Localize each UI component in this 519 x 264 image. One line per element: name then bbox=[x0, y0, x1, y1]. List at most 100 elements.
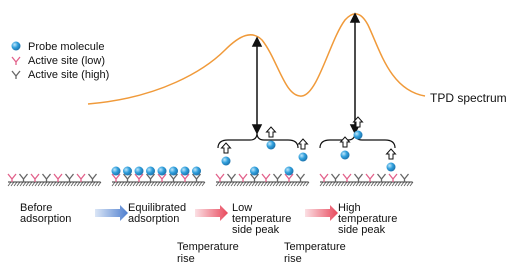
site-low bbox=[366, 174, 374, 182]
surface-hatch bbox=[169, 182, 172, 186]
surface-hatch bbox=[371, 182, 374, 186]
surface-hatch bbox=[410, 182, 413, 186]
surface-hatch bbox=[338, 182, 341, 186]
site-low bbox=[77, 174, 85, 182]
surface-hatch bbox=[329, 182, 332, 186]
surface-hatch bbox=[136, 182, 139, 186]
surface-hatch bbox=[407, 182, 410, 186]
probe-molecule bbox=[387, 163, 396, 172]
label: Temperature bbox=[177, 241, 239, 253]
surface-hatch bbox=[35, 182, 38, 186]
surface-hatch bbox=[145, 182, 148, 186]
legend-high: Active site (high) bbox=[28, 69, 109, 81]
surface-hatch bbox=[74, 182, 77, 186]
site-high bbox=[401, 174, 409, 182]
probe-molecule bbox=[285, 167, 294, 176]
surface-hatch bbox=[264, 182, 267, 186]
surface-hatch bbox=[356, 182, 359, 186]
surface-hatch bbox=[300, 182, 303, 186]
site-high bbox=[43, 174, 51, 182]
surface-hatch bbox=[29, 182, 32, 186]
surface-hatch bbox=[130, 182, 133, 186]
probe-molecule bbox=[169, 167, 178, 176]
desorb-arrow bbox=[267, 127, 276, 137]
surface-hatch bbox=[225, 182, 228, 186]
surface-hatch bbox=[288, 182, 291, 186]
surface-hatch bbox=[392, 182, 395, 186]
surface-hatch bbox=[175, 182, 178, 186]
surface-hatch bbox=[71, 182, 74, 186]
surface-hatch bbox=[8, 182, 11, 186]
surface-hatch bbox=[50, 182, 53, 186]
surface-hatch bbox=[261, 182, 264, 186]
surface-hatch bbox=[92, 182, 95, 186]
site-low bbox=[8, 174, 16, 182]
surface-hatch bbox=[234, 182, 237, 186]
surface-hatch bbox=[199, 182, 202, 186]
surface-hatch bbox=[359, 182, 362, 186]
surface-hatch bbox=[222, 182, 225, 186]
site-high bbox=[228, 174, 236, 182]
surface-hatch bbox=[112, 182, 115, 186]
surface-hatch bbox=[163, 182, 166, 186]
surface-hatch bbox=[14, 182, 17, 186]
surface-hatch bbox=[276, 182, 279, 186]
surface-hatch bbox=[202, 182, 205, 186]
surface-hatch bbox=[267, 182, 270, 186]
braces bbox=[218, 133, 395, 148]
surface-hatch bbox=[350, 182, 353, 186]
surface-hatch bbox=[291, 182, 294, 186]
surface-hatch bbox=[246, 182, 249, 186]
surface-hatch bbox=[121, 182, 124, 186]
label: adsorption bbox=[128, 213, 179, 225]
surface-hatch bbox=[294, 182, 297, 186]
probe-molecule bbox=[135, 167, 144, 176]
surface-hatch bbox=[389, 182, 392, 186]
surface-hatch bbox=[332, 182, 335, 186]
desorb-arrow bbox=[387, 149, 396, 159]
site-low bbox=[239, 174, 247, 182]
surface-hatch bbox=[127, 182, 130, 186]
surface-hatch bbox=[380, 182, 383, 186]
surface-hatch bbox=[326, 182, 329, 186]
surface-hatch bbox=[303, 182, 306, 186]
site-low bbox=[262, 174, 270, 182]
surface-hatch bbox=[196, 182, 199, 186]
surface-hatch bbox=[142, 182, 145, 186]
surface-hatch bbox=[157, 182, 160, 186]
site-low bbox=[31, 174, 39, 182]
site-low bbox=[320, 174, 328, 182]
surface-hatch bbox=[181, 182, 184, 186]
surface-hatch bbox=[115, 182, 118, 186]
probe-molecule bbox=[250, 167, 259, 176]
peak-arrows bbox=[253, 14, 359, 133]
surface-hatch bbox=[190, 182, 193, 186]
probe-molecule bbox=[222, 157, 231, 166]
site-high bbox=[89, 174, 97, 182]
surface-hatch bbox=[172, 182, 175, 186]
probe-molecule bbox=[146, 167, 155, 176]
surface-hatch bbox=[341, 182, 344, 186]
probe-molecule bbox=[267, 141, 276, 150]
probe-molecule bbox=[123, 167, 132, 176]
site-high bbox=[297, 174, 305, 182]
site-low bbox=[216, 174, 224, 182]
site-low bbox=[54, 174, 62, 182]
surface-hatch bbox=[258, 182, 261, 186]
probe-molecule bbox=[158, 167, 167, 176]
surface-hatch bbox=[335, 182, 338, 186]
surface-hatch bbox=[80, 182, 83, 186]
surface-hatch bbox=[404, 182, 407, 186]
surface-hatch bbox=[362, 182, 365, 186]
label: side peak bbox=[338, 224, 386, 236]
surface-hatch bbox=[216, 182, 219, 186]
surface-hatch bbox=[65, 182, 68, 186]
legend-low: Active site (low) bbox=[28, 55, 105, 67]
surface-hatch bbox=[187, 182, 190, 186]
surface-hatch bbox=[306, 182, 309, 186]
surface-hatch bbox=[395, 182, 398, 186]
site-high bbox=[332, 174, 340, 182]
surface-hatch bbox=[374, 182, 377, 186]
surface-hatch bbox=[279, 182, 282, 186]
surface-hatch bbox=[26, 182, 29, 186]
